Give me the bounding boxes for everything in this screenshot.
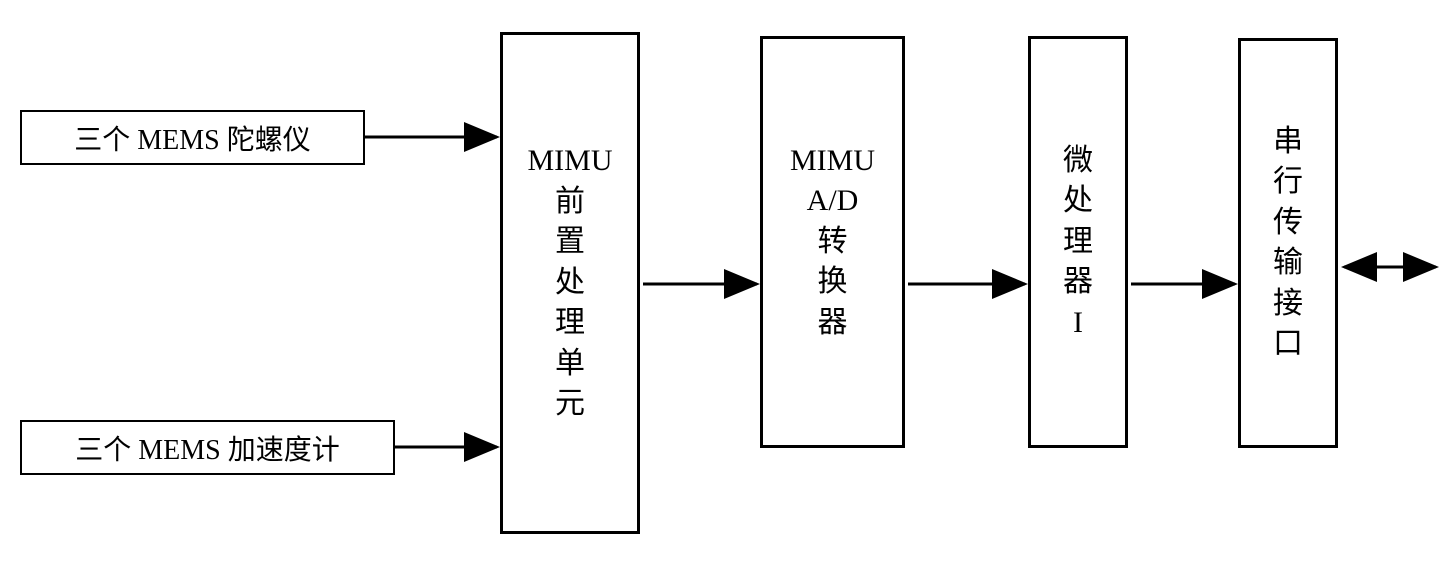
serial-label: 串 行 传 输 接 口	[1273, 122, 1303, 365]
mcu-box: 微 处 理 器 I	[1028, 36, 1128, 448]
input-gyro-label: 三个 MEMS 陀螺仪	[74, 118, 310, 158]
adc-box: MIMU A/D 转 换 器	[760, 36, 905, 448]
input-accel-box: 三个 MEMS 加速度计	[20, 420, 395, 475]
mcu-label: 微 处 理 器 I	[1063, 141, 1093, 344]
input-accel-label: 三个 MEMS 加速度计	[75, 428, 339, 468]
adc-label: MIMU A/D 转 换 器	[790, 141, 875, 344]
block-diagram: 三个 MEMS 陀螺仪 三个 MEMS 加速度计 MIMU 前 置 处 理 单 …	[0, 0, 1456, 567]
input-gyro-box: 三个 MEMS 陀螺仪	[20, 110, 365, 165]
preproc-box: MIMU 前 置 处 理 单 元	[500, 32, 640, 534]
serial-box: 串 行 传 输 接 口	[1238, 38, 1338, 448]
preproc-label: MIMU 前 置 处 理 单 元	[527, 141, 612, 425]
